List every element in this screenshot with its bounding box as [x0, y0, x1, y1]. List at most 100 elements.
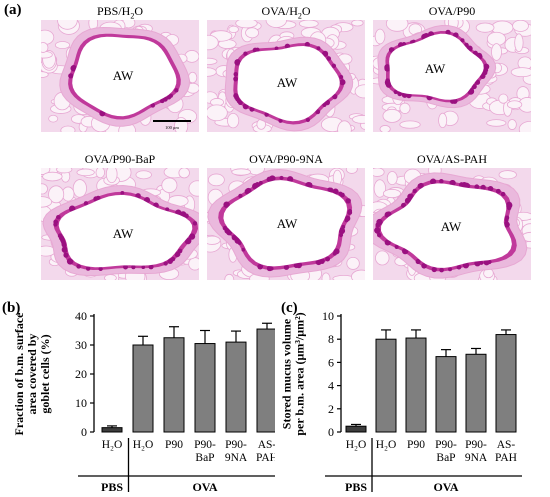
goblet-cell [404, 197, 412, 204]
goblet-cell [339, 75, 344, 80]
bar [163, 337, 185, 433]
y-tick-label: 10 [322, 309, 334, 323]
goblet-cell [480, 184, 486, 191]
x-tick-label: P90 [165, 439, 183, 451]
goblet-cell [233, 71, 239, 77]
micrograph-title: PBS/H2O [40, 4, 200, 20]
goblet-cell [162, 96, 168, 102]
bar [256, 328, 275, 433]
error-bar [381, 329, 391, 340]
goblet-cell [319, 258, 325, 264]
error-bar [351, 423, 361, 427]
micrograph-image: AW [373, 20, 531, 132]
goblet-cell [190, 234, 195, 239]
goblet-cell [168, 93, 173, 98]
micrograph-title-text: OVA/H [261, 4, 298, 18]
goblet-cell [278, 118, 283, 123]
airway-lumen [223, 180, 348, 267]
goblet-cell [234, 95, 240, 101]
goblet-cell [474, 260, 481, 267]
micrograph-image: AW [41, 168, 199, 280]
micrograph-image: AW 100 μm [41, 20, 199, 132]
goblet-cell [464, 42, 469, 48]
goblet-cell [153, 202, 159, 208]
micrograph-title: OVA/P90 [372, 4, 532, 19]
error-bar [231, 330, 241, 343]
goblet-cell [458, 182, 465, 188]
y-axis-label: goblet cells (%) [38, 334, 52, 413]
x-tick-label: AS- [258, 439, 275, 451]
airway-label: AW [113, 68, 134, 83]
y-axis-label: Fraction of b.m. surface [12, 312, 26, 436]
bar [345, 425, 367, 433]
micrograph-image: AW [207, 20, 365, 132]
airway-label: AW [425, 61, 446, 76]
goblet-cell [460, 38, 465, 43]
goblet-cell [447, 267, 453, 272]
goblet-cell [482, 70, 488, 76]
goblet-cell [439, 267, 444, 273]
goblet-cell [131, 264, 136, 270]
goblet-cell [445, 29, 451, 36]
error-bar [441, 349, 451, 357]
goblet-cell [483, 63, 490, 70]
x-tick-label: PAH [495, 452, 517, 464]
micrograph-title: OVA/P90-BaP [40, 152, 200, 167]
bar [405, 337, 427, 433]
y-tick-label: 0 [328, 425, 334, 439]
goblet-cell [322, 50, 329, 57]
goblet-cell [464, 183, 470, 189]
y-axis-label: area covered by [25, 334, 39, 415]
airway-label: AW [113, 226, 134, 241]
goblet-cell [234, 59, 241, 66]
goblet-cell [328, 187, 334, 193]
micrograph-title-text: OVA/P90-9NA [249, 152, 323, 166]
goblet-cell [376, 232, 382, 238]
y-tick-label: 40 [75, 309, 87, 323]
x-tick-label: 9NA [465, 452, 488, 464]
micrograph-title-text: OVA/P90 [428, 4, 476, 18]
goblet-cell [331, 63, 337, 69]
goblet-cell [264, 112, 269, 117]
goblet-cell [340, 192, 345, 198]
goblet-cell [184, 213, 189, 219]
y-tick-label: 20 [75, 367, 87, 381]
goblet-cell [474, 184, 480, 190]
bar [495, 334, 517, 433]
goblet-cell [504, 217, 509, 222]
goblet-cell [322, 102, 327, 107]
group-label: OVA [192, 480, 217, 494]
goblet-cell [68, 259, 73, 264]
goblet-cell [384, 65, 391, 72]
goblet-cell [241, 247, 246, 252]
airway-lumen [58, 194, 193, 268]
histology-section: AW 100 μm [41, 20, 199, 132]
goblet-cell [283, 264, 290, 270]
goblet-cell [63, 252, 69, 258]
micrograph-title-text: OVA/P90-BaP [84, 152, 156, 166]
x-tick-label: H₂O [102, 439, 123, 451]
x-tick-label: AS- [497, 439, 516, 451]
y-tick-label: 2 [328, 402, 334, 416]
error-bar [107, 425, 117, 428]
x-tick-label: H₂O [346, 439, 367, 451]
goblet-cell [450, 98, 456, 104]
goblet-cell [174, 88, 179, 93]
goblet-cell [421, 262, 427, 269]
goblet-cell [165, 207, 170, 212]
goblet-cell [233, 77, 238, 82]
goblet-cell [244, 188, 251, 195]
micrograph-title: OVA/AS-PAH [372, 152, 532, 167]
goblet-cell [93, 196, 99, 202]
airway-lumen [381, 183, 512, 268]
goblet-cell [415, 259, 421, 265]
goblet-cell [449, 180, 456, 186]
goblet-cell [257, 263, 264, 270]
goblet-cell [431, 266, 437, 273]
goblet-cell [163, 261, 168, 266]
y-tick-label: 30 [75, 338, 87, 352]
goblet-cell [315, 109, 321, 115]
panel-letter: (c) [281, 300, 298, 316]
goblet-cell [341, 224, 346, 229]
goblet-cell [60, 238, 66, 244]
